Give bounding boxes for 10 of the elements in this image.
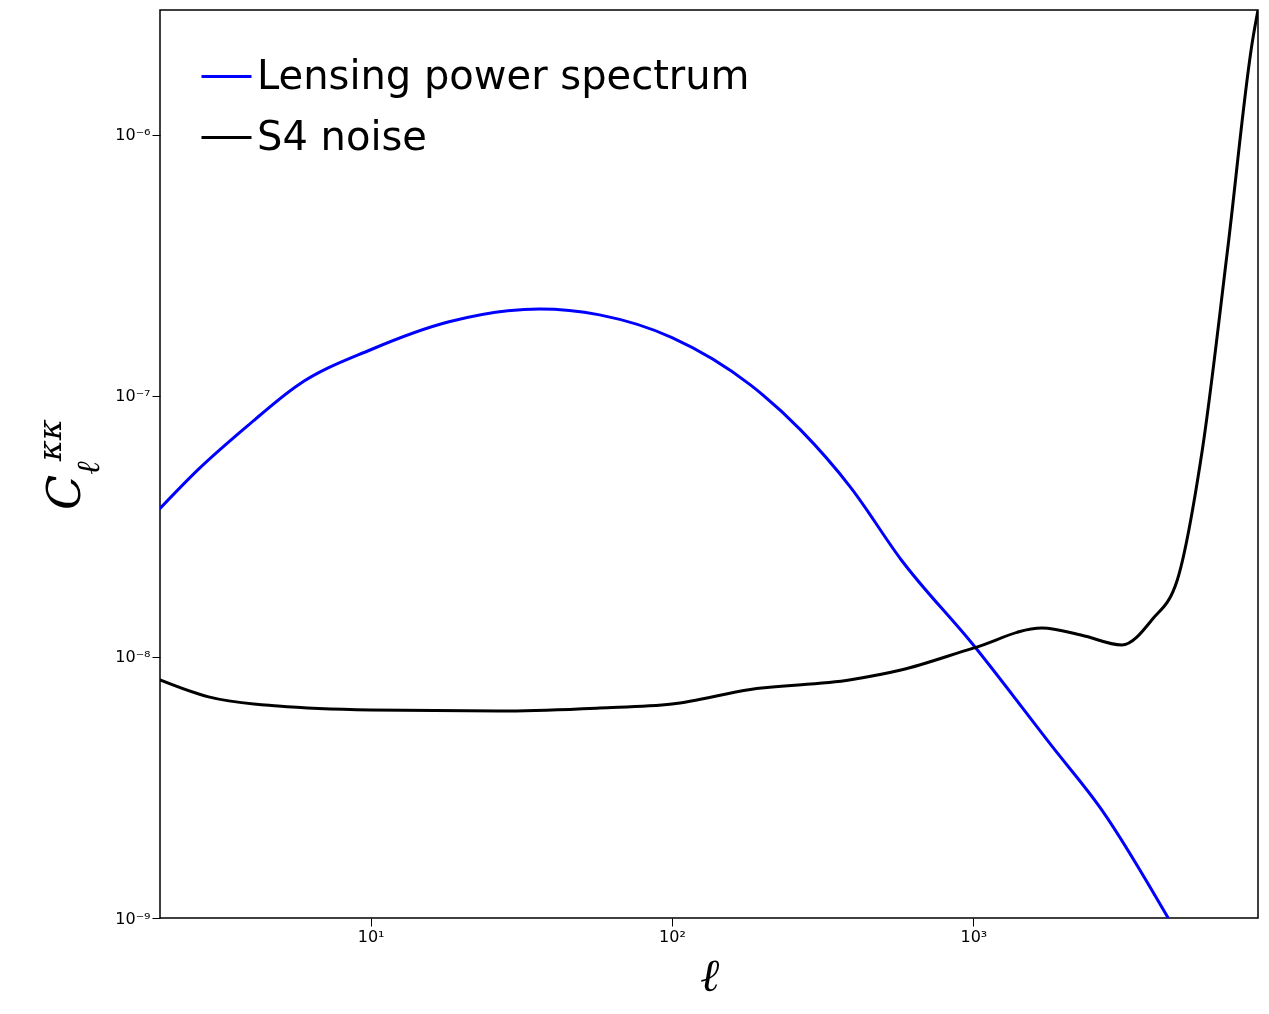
x-tick-label: 10¹	[357, 926, 385, 946]
y-tick-label: 10⁻⁸	[115, 647, 151, 667]
y-tick-label: 10⁻⁷	[115, 386, 151, 406]
legend-label: S4 noise	[257, 112, 427, 159]
x-tick-label: 10³	[960, 926, 988, 946]
x-axis-title: ℓ	[699, 947, 720, 1002]
legend-label: Lensing power spectrum	[257, 51, 750, 98]
x-tick-label: 10²	[659, 926, 686, 946]
y-tick-label: 10⁻⁶	[115, 125, 151, 145]
y-tick-label: 10⁻⁹	[115, 908, 151, 928]
